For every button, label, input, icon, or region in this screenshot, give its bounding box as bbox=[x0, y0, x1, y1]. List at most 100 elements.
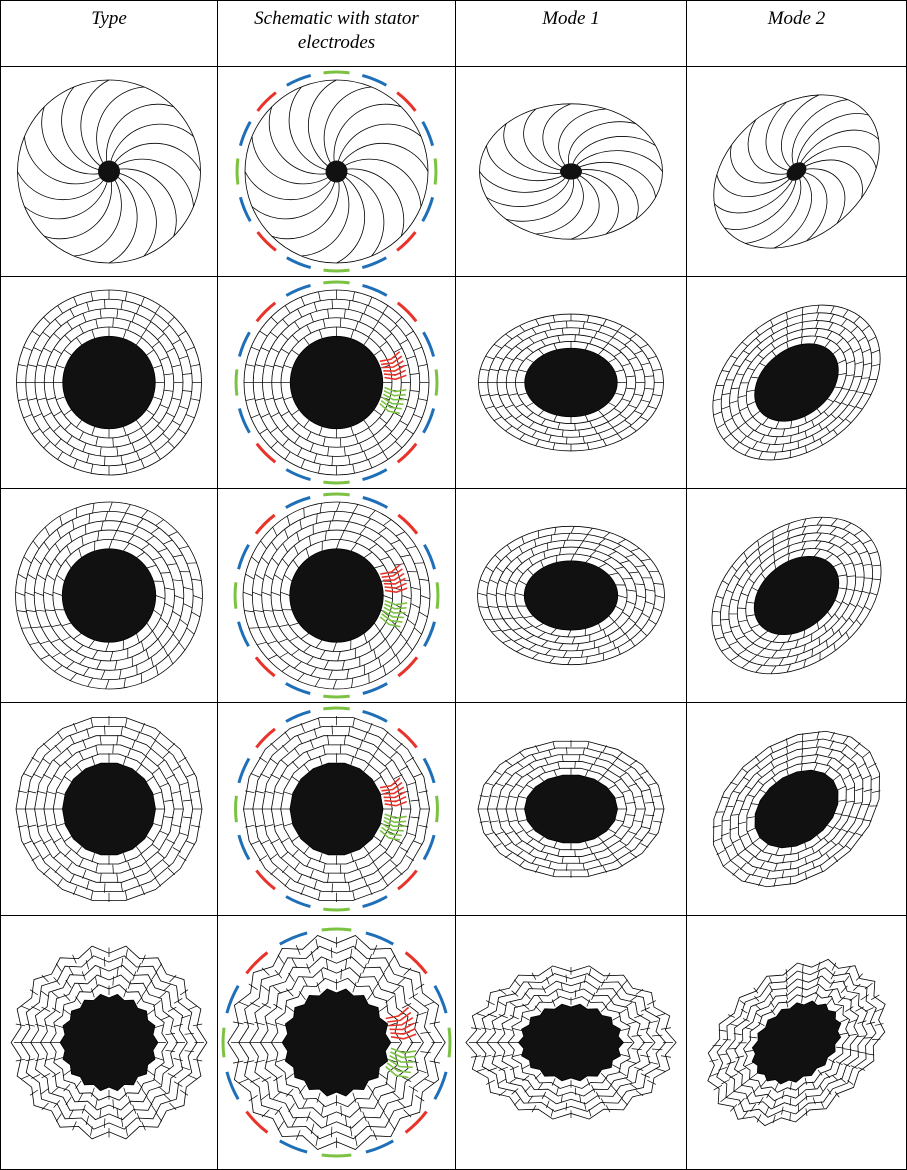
spring-link bbox=[67, 662, 74, 669]
spring-link bbox=[243, 592, 252, 595]
spring-link bbox=[249, 1095, 258, 1101]
spring-link bbox=[592, 1085, 595, 1092]
spring-link bbox=[146, 863, 151, 871]
spring-link bbox=[76, 508, 77, 518]
spring-link bbox=[411, 800, 420, 801]
spring-link bbox=[554, 770, 557, 777]
spring-link bbox=[864, 574, 872, 582]
stator-electrode bbox=[237, 159, 238, 185]
spring-link bbox=[341, 1106, 342, 1117]
spring-link bbox=[515, 593, 524, 595]
spring-link bbox=[526, 785, 534, 789]
spring-link bbox=[566, 1103, 567, 1111]
spring-link bbox=[55, 745, 61, 752]
spring-link bbox=[712, 608, 720, 616]
spring-link bbox=[717, 423, 725, 430]
spring-link bbox=[123, 853, 126, 862]
spring-link bbox=[614, 352, 621, 356]
spiral-beam bbox=[109, 172, 156, 257]
spring-link bbox=[424, 1002, 434, 1006]
spiral-beam bbox=[724, 172, 809, 244]
spring-link bbox=[187, 628, 194, 635]
spring-link bbox=[340, 318, 341, 327]
spring-link bbox=[353, 505, 358, 514]
spring-link bbox=[583, 863, 585, 870]
spring-link bbox=[419, 612, 428, 617]
spring-link bbox=[838, 571, 847, 579]
spring-link bbox=[268, 641, 277, 644]
spring-link bbox=[598, 325, 601, 331]
disc-figure bbox=[687, 703, 906, 915]
spring-link bbox=[645, 601, 654, 604]
spring-link bbox=[645, 815, 654, 816]
spring-link bbox=[66, 1097, 71, 1105]
disc-figure bbox=[687, 916, 906, 1169]
spring-link bbox=[261, 1094, 269, 1100]
spring-link bbox=[33, 541, 39, 549]
spring-link bbox=[43, 427, 50, 433]
spring-link bbox=[847, 572, 856, 580]
spring-link bbox=[155, 306, 160, 314]
spring-link bbox=[506, 334, 512, 339]
spring-link bbox=[587, 315, 589, 322]
spring-link bbox=[865, 983, 873, 989]
spring-link bbox=[613, 428, 618, 434]
spring-link bbox=[30, 990, 38, 995]
spring-link bbox=[402, 596, 411, 599]
spring-link bbox=[635, 566, 645, 567]
spring-link bbox=[92, 427, 95, 436]
spring-link bbox=[151, 740, 156, 748]
disc-figure bbox=[218, 67, 455, 276]
spring-link bbox=[620, 561, 629, 564]
spring-link bbox=[488, 1014, 497, 1017]
spring-link bbox=[853, 316, 861, 323]
spring-link bbox=[55, 1025, 64, 1028]
spring-link bbox=[862, 752, 869, 758]
spring-link bbox=[137, 1081, 143, 1089]
spring-link bbox=[73, 886, 77, 895]
spring-link bbox=[641, 630, 647, 636]
spring-link bbox=[53, 592, 62, 595]
stator-electrode bbox=[239, 545, 249, 569]
spring-link bbox=[319, 427, 322, 436]
spring-link bbox=[753, 637, 761, 643]
spring-link bbox=[770, 328, 775, 334]
spring-link bbox=[260, 429, 268, 434]
spring-link bbox=[740, 805, 748, 813]
spring-link bbox=[731, 428, 738, 434]
spring-link bbox=[394, 348, 402, 352]
header-cell: Mode 2 bbox=[687, 1, 906, 66]
disc bbox=[244, 716, 430, 902]
disc-figure bbox=[218, 489, 455, 702]
spring-link bbox=[862, 801, 870, 809]
spring-link bbox=[505, 345, 512, 349]
spring-link bbox=[141, 428, 146, 436]
spring-link bbox=[374, 565, 383, 568]
spring-link bbox=[57, 529, 61, 538]
spring-link bbox=[378, 314, 383, 322]
spring-link bbox=[355, 322, 358, 331]
spring-link bbox=[333, 642, 336, 651]
figure-cell bbox=[687, 489, 906, 702]
spring-link bbox=[153, 1079, 160, 1085]
spring-link bbox=[541, 846, 545, 852]
spring-link bbox=[869, 549, 878, 557]
spring-link bbox=[174, 1058, 183, 1060]
spring-link bbox=[505, 783, 513, 786]
figure-cell bbox=[687, 703, 906, 915]
spiral-beam bbox=[775, 93, 863, 172]
spring-link bbox=[166, 413, 174, 417]
spring-link bbox=[154, 610, 162, 616]
spring-link bbox=[136, 847, 142, 855]
spring-link bbox=[553, 315, 555, 322]
spring-link bbox=[324, 661, 328, 670]
spring-link bbox=[615, 796, 624, 798]
spring-link bbox=[594, 757, 597, 763]
spring-link bbox=[273, 987, 281, 994]
spring-link bbox=[411, 817, 420, 818]
spring-link bbox=[46, 824, 55, 827]
spiral-beam bbox=[480, 172, 572, 193]
spring-link bbox=[172, 365, 181, 367]
spring-link bbox=[406, 757, 414, 762]
spring-link bbox=[529, 559, 533, 566]
